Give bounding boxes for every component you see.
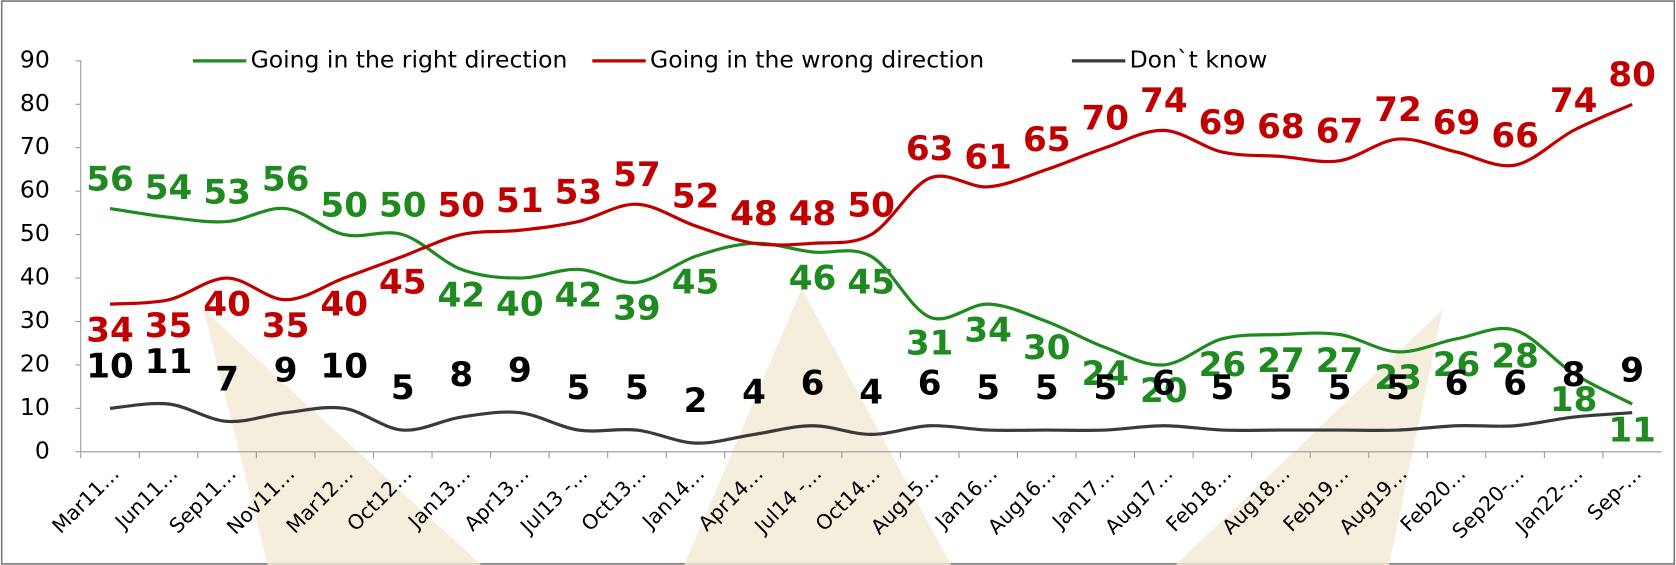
- data-label: 53: [555, 172, 603, 212]
- data-label: 4: [742, 372, 766, 412]
- data-label: 11: [145, 342, 193, 382]
- data-label: 6: [1503, 364, 1527, 404]
- data-label: 63: [906, 129, 954, 169]
- data-label: 34: [964, 310, 1012, 350]
- data-label: 66: [1491, 116, 1539, 156]
- data-label: 6: [1445, 364, 1469, 404]
- data-label: 10: [320, 346, 368, 386]
- data-label: 8: [1562, 355, 1586, 395]
- data-label: 48: [789, 194, 837, 234]
- data-label: 40: [203, 284, 251, 324]
- data-label: 5: [391, 368, 415, 408]
- data-label: 61: [964, 138, 1012, 178]
- data-label: 40: [320, 284, 368, 324]
- data-label: 8: [449, 355, 473, 395]
- data-label: 42: [555, 276, 603, 316]
- data-label: 9: [274, 351, 298, 391]
- legend-label: Going in the right direction: [251, 45, 568, 73]
- data-label: 40: [496, 284, 544, 324]
- data-label: 50: [847, 185, 895, 225]
- data-label: 5: [1093, 368, 1117, 408]
- data-label: 72: [1374, 90, 1422, 130]
- legend-label: Going in the wrong direction: [650, 45, 984, 73]
- data-label: 69: [1433, 103, 1481, 143]
- data-label: 5: [1210, 368, 1234, 408]
- legend-label: Don`t know: [1130, 45, 1268, 73]
- y-tick-label: 50: [20, 219, 50, 247]
- data-label: 56: [262, 159, 310, 199]
- data-label: 9: [508, 351, 532, 391]
- data-label: 74: [1550, 81, 1598, 121]
- data-label: 5: [1386, 368, 1410, 408]
- data-label: 52: [672, 177, 720, 217]
- data-label: 42: [438, 276, 486, 316]
- data-label: 39: [613, 289, 661, 329]
- data-label: 6: [918, 364, 942, 404]
- data-label: 68: [1257, 107, 1305, 147]
- data-label: 5: [1269, 368, 1293, 408]
- data-label: 45: [379, 263, 427, 303]
- data-label: 51: [496, 181, 544, 221]
- y-tick-label: 10: [20, 393, 50, 421]
- data-label: 7: [215, 359, 239, 399]
- y-tick-label: 40: [20, 263, 50, 291]
- data-label: 34: [86, 310, 134, 350]
- data-label: 56: [86, 159, 134, 199]
- data-label: 50: [379, 185, 427, 225]
- data-label: 48: [730, 194, 778, 234]
- data-label: 67: [1316, 112, 1364, 152]
- chart: 0102030405060708090Mar11…Jun11…Sep11…Nov…: [0, 0, 1676, 565]
- y-tick-label: 70: [20, 132, 50, 160]
- data-label: 50: [320, 185, 368, 225]
- data-label: 5: [566, 368, 590, 408]
- y-tick-label: 80: [20, 89, 50, 117]
- data-label: 54: [145, 168, 193, 208]
- data-label: 69: [1199, 103, 1247, 143]
- data-label: 50: [438, 185, 486, 225]
- data-label: 70: [1082, 98, 1130, 138]
- y-tick-label: 60: [20, 176, 50, 204]
- y-tick-label: 30: [20, 306, 50, 334]
- data-label: 46: [789, 258, 837, 298]
- data-label: 5: [1035, 368, 1059, 408]
- data-label: 5: [1328, 368, 1352, 408]
- data-label: 65: [1023, 120, 1071, 160]
- data-label: 45: [847, 263, 895, 303]
- data-label: 9: [1620, 351, 1644, 391]
- data-label: 45: [672, 263, 720, 303]
- data-label: 6: [801, 364, 825, 404]
- data-label: 57: [613, 155, 661, 195]
- data-label: 53: [203, 172, 251, 212]
- y-tick-label: 0: [35, 436, 50, 464]
- data-label: 5: [976, 368, 1000, 408]
- data-label: 31: [906, 323, 954, 363]
- y-tick-label: 90: [20, 45, 50, 73]
- data-label: 5: [625, 368, 649, 408]
- data-label: 30: [1023, 328, 1071, 368]
- data-label: 4: [859, 372, 883, 412]
- data-label: 35: [262, 306, 310, 346]
- data-label: 2: [684, 381, 708, 421]
- data-label: 11: [1608, 410, 1656, 450]
- data-label: 10: [86, 346, 134, 386]
- y-tick-label: 20: [20, 349, 50, 377]
- data-label: 80: [1608, 55, 1656, 95]
- data-label: 6: [1152, 364, 1176, 404]
- data-label: 35: [145, 306, 193, 346]
- data-label: 74: [1140, 81, 1188, 121]
